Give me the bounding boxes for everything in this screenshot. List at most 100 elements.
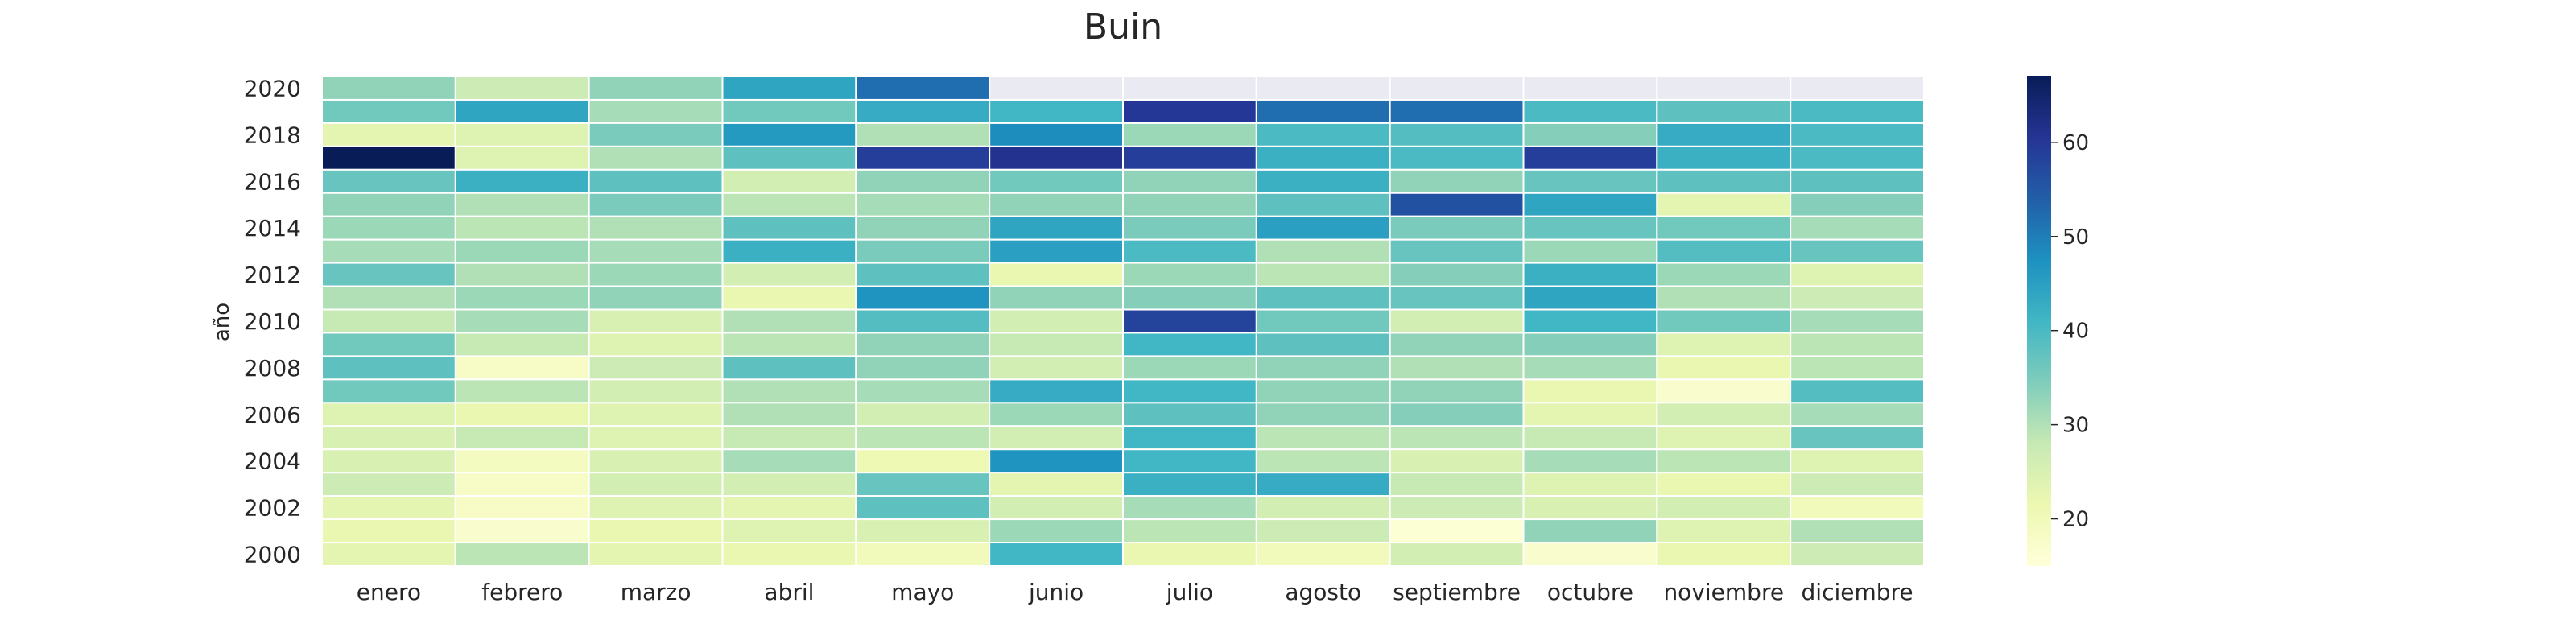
heatmap-cell xyxy=(721,472,857,497)
heatmap-cell xyxy=(1122,145,1257,171)
heatmap-cell xyxy=(454,76,590,101)
heatmap-cell xyxy=(1255,285,1391,311)
y-tick-label: 2020 xyxy=(244,75,301,101)
heatmap-cell xyxy=(721,168,857,194)
heatmap-cell xyxy=(855,472,991,497)
heatmap-cell xyxy=(989,285,1124,311)
heatmap-cell xyxy=(989,308,1124,334)
heatmap-cell xyxy=(1790,238,1926,264)
heatmap-cell xyxy=(855,168,991,194)
heatmap-cell xyxy=(1522,402,1658,427)
heatmap-cell xyxy=(1122,215,1257,241)
heatmap-cell xyxy=(321,518,456,544)
heatmap-cell xyxy=(989,262,1124,287)
heatmap-cell xyxy=(454,98,590,124)
x-tick-label: marzo xyxy=(621,579,691,605)
heatmap-cell xyxy=(721,425,857,451)
heatmap-cell xyxy=(1122,425,1257,451)
heatmap-cell xyxy=(855,262,991,287)
heatmap-cell xyxy=(321,332,456,357)
heatmap-cell xyxy=(1790,378,1926,404)
x-tick-label: enero xyxy=(357,579,421,605)
heatmap-cell xyxy=(1122,332,1257,357)
heatmap-cell xyxy=(1122,495,1257,521)
heatmap-cell xyxy=(1656,122,1792,147)
heatmap-cell xyxy=(989,448,1124,474)
colorbar-tick-label: 20 xyxy=(2062,508,2089,532)
heatmap-cell xyxy=(721,285,857,311)
heatmap-cell xyxy=(855,378,991,404)
heatmap-cell xyxy=(1122,448,1257,474)
heatmap-cell xyxy=(1656,472,1792,497)
heatmap-cell xyxy=(1255,76,1391,101)
heatmap-cell xyxy=(1656,192,1792,217)
heatmap-cell xyxy=(588,425,724,451)
heatmap-cell xyxy=(1255,518,1391,544)
heatmap-cell xyxy=(454,238,590,264)
heatmap-cell xyxy=(721,215,857,241)
heatmap-cell xyxy=(1522,448,1658,474)
heatmap-cell xyxy=(1522,355,1658,381)
heatmap-cell xyxy=(1522,98,1658,124)
heatmap-cells xyxy=(321,76,1926,567)
heatmap-cell xyxy=(321,308,456,334)
y-axis-label: año xyxy=(210,303,234,341)
heatmap-cell xyxy=(1389,76,1525,101)
x-tick-label: febrero xyxy=(481,579,563,605)
heatmap-cell xyxy=(989,495,1124,521)
heatmap-cell xyxy=(454,262,590,287)
heatmap-cell xyxy=(1122,262,1257,287)
y-tick-label: 2014 xyxy=(244,215,301,242)
heatmap-cell xyxy=(855,425,991,451)
heatmap-cell xyxy=(1122,378,1257,404)
heatmap-cell xyxy=(721,542,857,567)
x-tick-label: junio xyxy=(1028,579,1084,605)
heatmap-cell xyxy=(454,425,590,451)
heatmap-cell xyxy=(588,308,724,334)
heatmap-cell xyxy=(454,542,590,567)
heatmap-cell xyxy=(1790,308,1926,334)
heatmap-cell xyxy=(588,542,724,567)
heatmap-cell xyxy=(588,472,724,497)
heatmap-cell xyxy=(1255,122,1391,147)
heatmap-cell xyxy=(454,168,590,194)
heatmap-cell xyxy=(1790,332,1926,357)
heatmap-cell xyxy=(1656,285,1792,311)
heatmap-cell xyxy=(1656,355,1792,381)
heatmap-cell xyxy=(321,98,456,124)
heatmap-cell xyxy=(1255,495,1391,521)
heatmap-cell xyxy=(855,332,991,357)
heatmap-cell xyxy=(1522,168,1658,194)
heatmap-cell xyxy=(989,192,1124,217)
heatmap-cell xyxy=(1522,76,1658,101)
heatmap-cell xyxy=(454,285,590,311)
colorbar-tick-label: 50 xyxy=(2062,225,2089,250)
heatmap-cell xyxy=(1255,215,1391,241)
heatmap-cell xyxy=(1122,76,1257,101)
heatmap-cell xyxy=(721,355,857,381)
heatmap-cell xyxy=(454,378,590,404)
heatmap-cell xyxy=(588,448,724,474)
heatmap-cell xyxy=(1522,472,1658,497)
x-tick-label: agosto xyxy=(1285,579,1361,605)
heatmap-cell xyxy=(1389,145,1525,171)
x-tick-label: noviembre xyxy=(1663,579,1784,605)
heatmap-cell xyxy=(989,168,1124,194)
heatmap-cell xyxy=(454,518,590,544)
heatmap-cell xyxy=(721,262,857,287)
y-tick-label: 2006 xyxy=(244,402,301,428)
heatmap-cell xyxy=(1790,98,1926,124)
heatmap-cell xyxy=(1389,472,1525,497)
heatmap-cell xyxy=(1656,262,1792,287)
heatmap-cell xyxy=(454,122,590,147)
heatmap-cell xyxy=(1389,495,1525,521)
heatmap-cell xyxy=(1656,168,1792,194)
colorbar-tick-label: 30 xyxy=(2062,414,2089,438)
heatmap-cell xyxy=(1790,215,1926,241)
heatmap-cell xyxy=(1389,448,1525,474)
heatmap-cell xyxy=(1389,192,1525,217)
y-tick-label: 2000 xyxy=(244,542,301,568)
heatmap-cell xyxy=(321,168,456,194)
x-tick-label: octubre xyxy=(1547,579,1633,605)
heatmap-cell xyxy=(588,378,724,404)
